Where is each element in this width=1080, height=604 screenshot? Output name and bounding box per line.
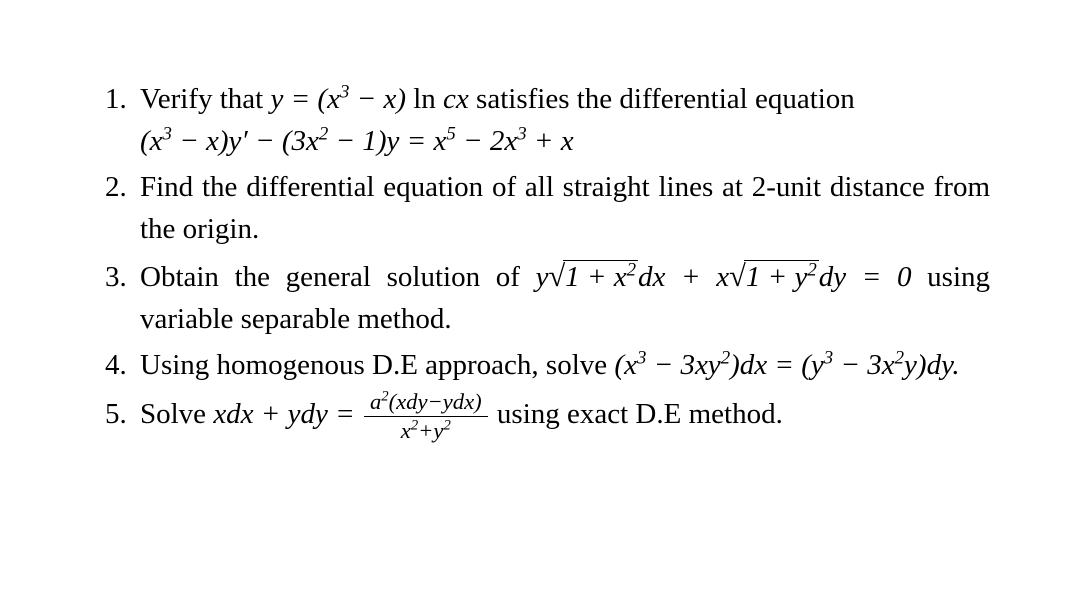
problem-3: Obtain the general solution of y√1 + x2d… [134,254,990,340]
p1-text-tail: satisfies the differential equation [476,83,855,115]
p5-lhs: xdx + ydy = [213,398,362,430]
p4-expr-b: 3xy2)dx = (y3 − 3x2y)dy. [680,349,959,381]
p5-frac-num: a2(xdy−ydx) [364,390,488,417]
p3-expr-a: y√1 + x2dx + [536,261,717,293]
problem-4: Using homogenous D.E approach, solve (x3… [134,344,990,386]
p5-text-tail: using exact D.E method. [497,398,783,430]
p5-text-lead: Solve [140,398,213,430]
p2-text: Find the differential equation of all st… [140,171,990,245]
p1-inline-expr: y = (x3 − x) ln cx [270,83,476,115]
page: Verify that y = (x3 − x) ln cx satisfies… [0,0,1080,604]
problem-list: Verify that y = (x3 − x) ln cx satisfies… [90,78,990,443]
p1-equation: (x3 − x)y′ − (3x2 − 1)y = x5 − 2x3 + x [140,120,990,162]
p3-text-lead: Obtain the general solution of [140,261,536,293]
p4-expr-a: (x3 − [614,349,673,381]
p3-expr-b: x√1 + y2dy = 0 [716,261,927,293]
p5-fraction: a2(xdy−ydx) x2+y2 [364,390,488,443]
p1-text-lead: Verify that [140,83,270,115]
problem-1: Verify that y = (x3 − x) ln cx satisfies… [134,78,990,162]
p4-text-lead: Using homogenous D.E approach, solve [140,349,614,381]
p5-frac-den: x2+y2 [364,417,488,443]
problem-5: Solve xdx + ydy = a2(xdy−ydx) x2+y2 usin… [134,390,990,443]
problem-2: Find the differential equation of all st… [134,166,990,250]
